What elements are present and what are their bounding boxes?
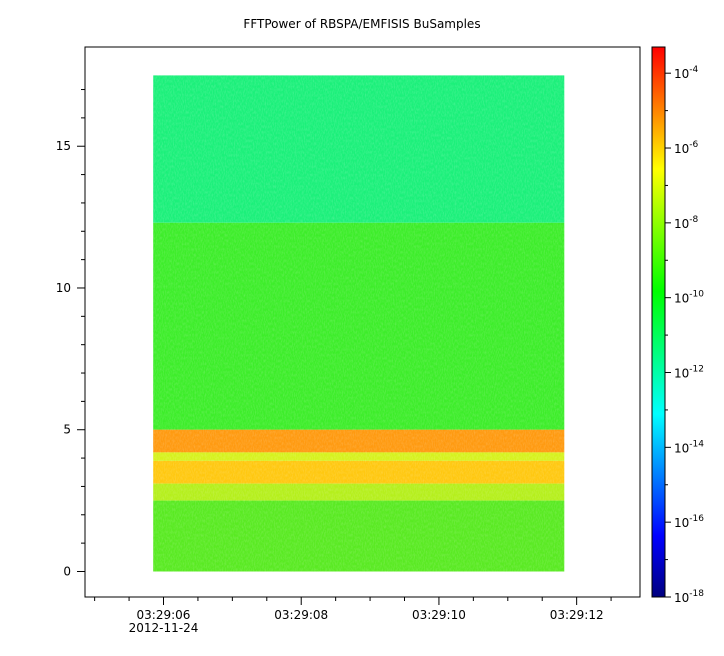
heatmap-layer: [153, 75, 565, 572]
colorbar: 10-4 10-6 10-8 10-10 10-12 10-14 10-16 10-18: [651, 46, 704, 605]
chart-title: FFTPower of RBSPA/EMFISIS BuSamples: [243, 17, 481, 31]
colorbar-tick-label: 10-16: [674, 514, 704, 530]
colorbar-tick-label: 10-8: [674, 215, 699, 231]
colorbar-gradient: [651, 46, 666, 598]
x-axis: 03:29:06 03:29:08 03:29:10 03:29:12 2012-11-…: [94, 597, 612, 635]
colorbar-tick-label: 10-4: [674, 65, 699, 81]
x-tick-label: 03:29:08: [274, 608, 328, 622]
x-tick-label: 03:29:12: [550, 608, 604, 622]
y-tick-label: 5: [63, 423, 71, 437]
x-tick-label: 03:29:10: [412, 608, 466, 622]
colorbar-tick-label: 10-12: [674, 365, 704, 381]
x-date-label: 2012-11-24: [129, 621, 199, 635]
colorbar-tick-label: 10-6: [674, 140, 699, 156]
y-tick-label: 0: [63, 564, 71, 578]
heatmap-texture: [153, 75, 565, 572]
colorbar-tick-label: 10-14: [674, 439, 704, 455]
colorbar-tick-label: 10-10: [674, 290, 704, 306]
y-axis: 0 5 10 15: [56, 89, 85, 578]
x-tick-label: 03:29:06: [137, 608, 191, 622]
colorbar-tick-label: 10-18: [674, 589, 704, 605]
y-tick-label: 15: [56, 139, 71, 153]
y-tick-label: 10: [56, 281, 71, 295]
